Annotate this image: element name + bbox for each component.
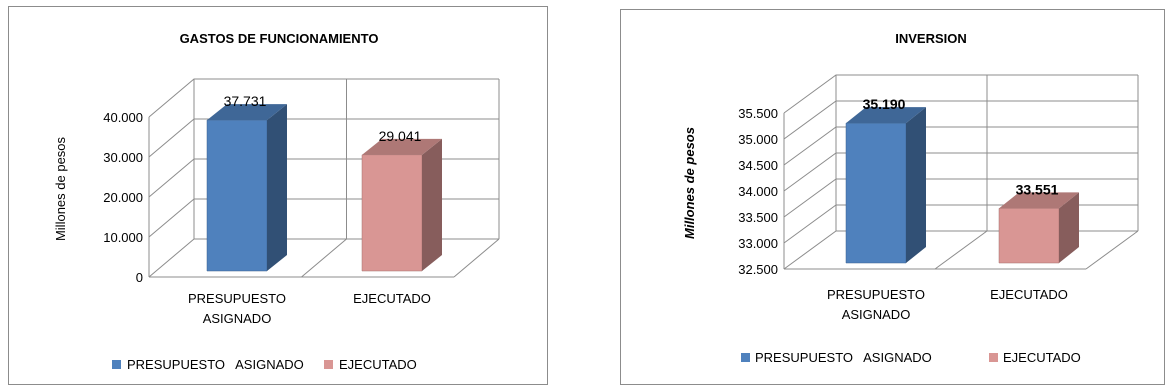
- c2-legend-swatch-1: [741, 353, 750, 362]
- c2-bar-top-1: [846, 107, 926, 124]
- c1-legend-label-2: EJECUTADO: [339, 357, 417, 372]
- chart-inversion: INVERSION 32.500 33.000 33.500 34.000 34.500 3…: [682, 31, 1139, 365]
- c2-y-tick-label: 35.500: [738, 106, 778, 121]
- c2-data-label-2: 33.551: [1016, 181, 1059, 197]
- c2-category-label-2: EJECUTADO: [990, 287, 1068, 302]
- c2-category-label-1: PRESUPUESTO: [827, 287, 925, 302]
- c1-y-tick-label: 0: [136, 270, 143, 285]
- c1-data-label-2: 29.041: [379, 128, 422, 144]
- c1-category-label-2: EJECUTADO: [353, 291, 431, 306]
- chart-panel-inversion: INVERSION 32.500 33.000 33.500 34.000 34.500 3…: [620, 9, 1165, 385]
- c1-floor-right-edge: [453, 238, 500, 278]
- c2-gridline: [783, 152, 1138, 192]
- c1-data-label-1: 37.731: [224, 93, 267, 109]
- c2-floor-divider: [934, 230, 988, 270]
- c1-floor-divider: [301, 238, 347, 278]
- c2-y-tick-label: 34.500: [738, 158, 778, 173]
- c1-y-tick-label: 20.000: [103, 190, 143, 205]
- c1-gridline: [148, 198, 499, 238]
- c2-y-tick-label: 34.000: [738, 184, 778, 199]
- c1-y-axis-label: Millones de pesos: [53, 136, 68, 241]
- c1-bar-side-1: [267, 104, 287, 272]
- c2-y-tick-label: 35.000: [738, 132, 778, 147]
- c1-chart-title: GASTOS DE FUNCIONAMIENTO: [180, 31, 379, 46]
- c2-floor-right-edge: [1085, 230, 1139, 270]
- c2-legend-swatch-2: [989, 353, 998, 362]
- c2-bar-side-2: [1059, 192, 1079, 263]
- c2-gridline: [783, 126, 1138, 166]
- c2-y-axis-label: Millones de pesos: [682, 127, 697, 239]
- c2-chart-title: INVERSION: [895, 31, 967, 46]
- c2-gridline: [783, 178, 1138, 218]
- c2-bar-front-2: [998, 208, 1060, 264]
- c1-bar-side-2: [422, 138, 442, 271]
- c1-gridline: [148, 78, 499, 118]
- c2-y-tick-label: 33.500: [738, 210, 778, 225]
- c1-gridline: [148, 158, 499, 198]
- c1-legend-swatch-2: [324, 360, 333, 369]
- chart-panel-funcionamiento: GASTOS DE FUNCIONAMIENTO 0 10.000 20.000 30.…: [8, 6, 548, 385]
- c2-data-label-1: 35.190: [863, 96, 906, 112]
- c1-bar-top-2: [362, 138, 442, 155]
- c1-bar-top-1: [207, 104, 287, 121]
- c2-bar-side-1: [906, 107, 926, 264]
- c2-bar-top-2: [999, 192, 1079, 209]
- c1-gridline: [148, 118, 499, 158]
- c2-gridline: [783, 100, 1138, 140]
- c2-y-tick-label: 32.500: [738, 262, 778, 277]
- c1-legend-swatch-1: [112, 360, 121, 369]
- chart-funcionamiento: GASTOS DE FUNCIONAMIENTO 0 10.000 20.000 30.…: [53, 31, 500, 372]
- c2-legend-label-2: EJECUTADO: [1003, 350, 1081, 365]
- c1-category-label-1: PRESUPUESTO: [188, 291, 286, 306]
- c1-bar-front-2: [361, 154, 423, 272]
- c1-y-tick-label: 40.000: [103, 110, 143, 125]
- c1-legend-label-1: PRESUPUESTO ASIGNADO: [127, 357, 304, 372]
- c2-gridline: [783, 204, 1138, 244]
- c1-category-label-1: ASIGNADO: [203, 311, 272, 326]
- c1-y-tick-label: 10.000: [103, 230, 143, 245]
- c1-bar-front-1: [206, 119, 268, 272]
- c2-category-label-1: ASIGNADO: [842, 307, 911, 322]
- c1-y-tick-label: 30.000: [103, 150, 143, 165]
- c2-y-tick-label: 33.000: [738, 236, 778, 251]
- c2-gridline: [783, 74, 1138, 114]
- c2-legend-label-1: PRESUPUESTO ASIGNADO: [755, 350, 932, 365]
- c2-bar-front-1: [845, 122, 907, 264]
